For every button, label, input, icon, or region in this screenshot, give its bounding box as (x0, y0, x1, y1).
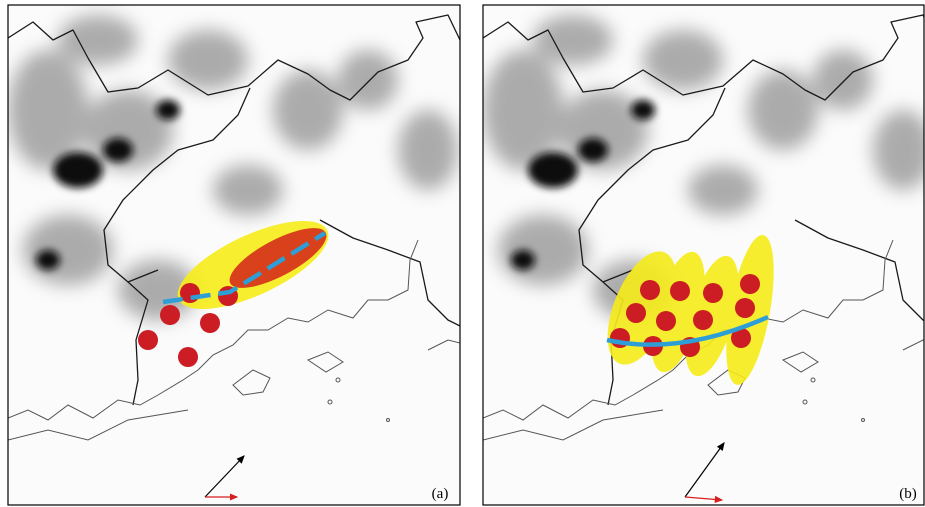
panel-label: (a) (432, 486, 449, 502)
page: (a) (b) (() => { const data = JSON.parse… (0, 0, 925, 507)
panel-label: (b) (899, 486, 917, 502)
panel-a: (a) (8, 0, 468, 507)
figure: (a) (b) (0, 0, 925, 507)
map-background (483, 0, 925, 507)
panel-b: (b) (483, 0, 925, 507)
